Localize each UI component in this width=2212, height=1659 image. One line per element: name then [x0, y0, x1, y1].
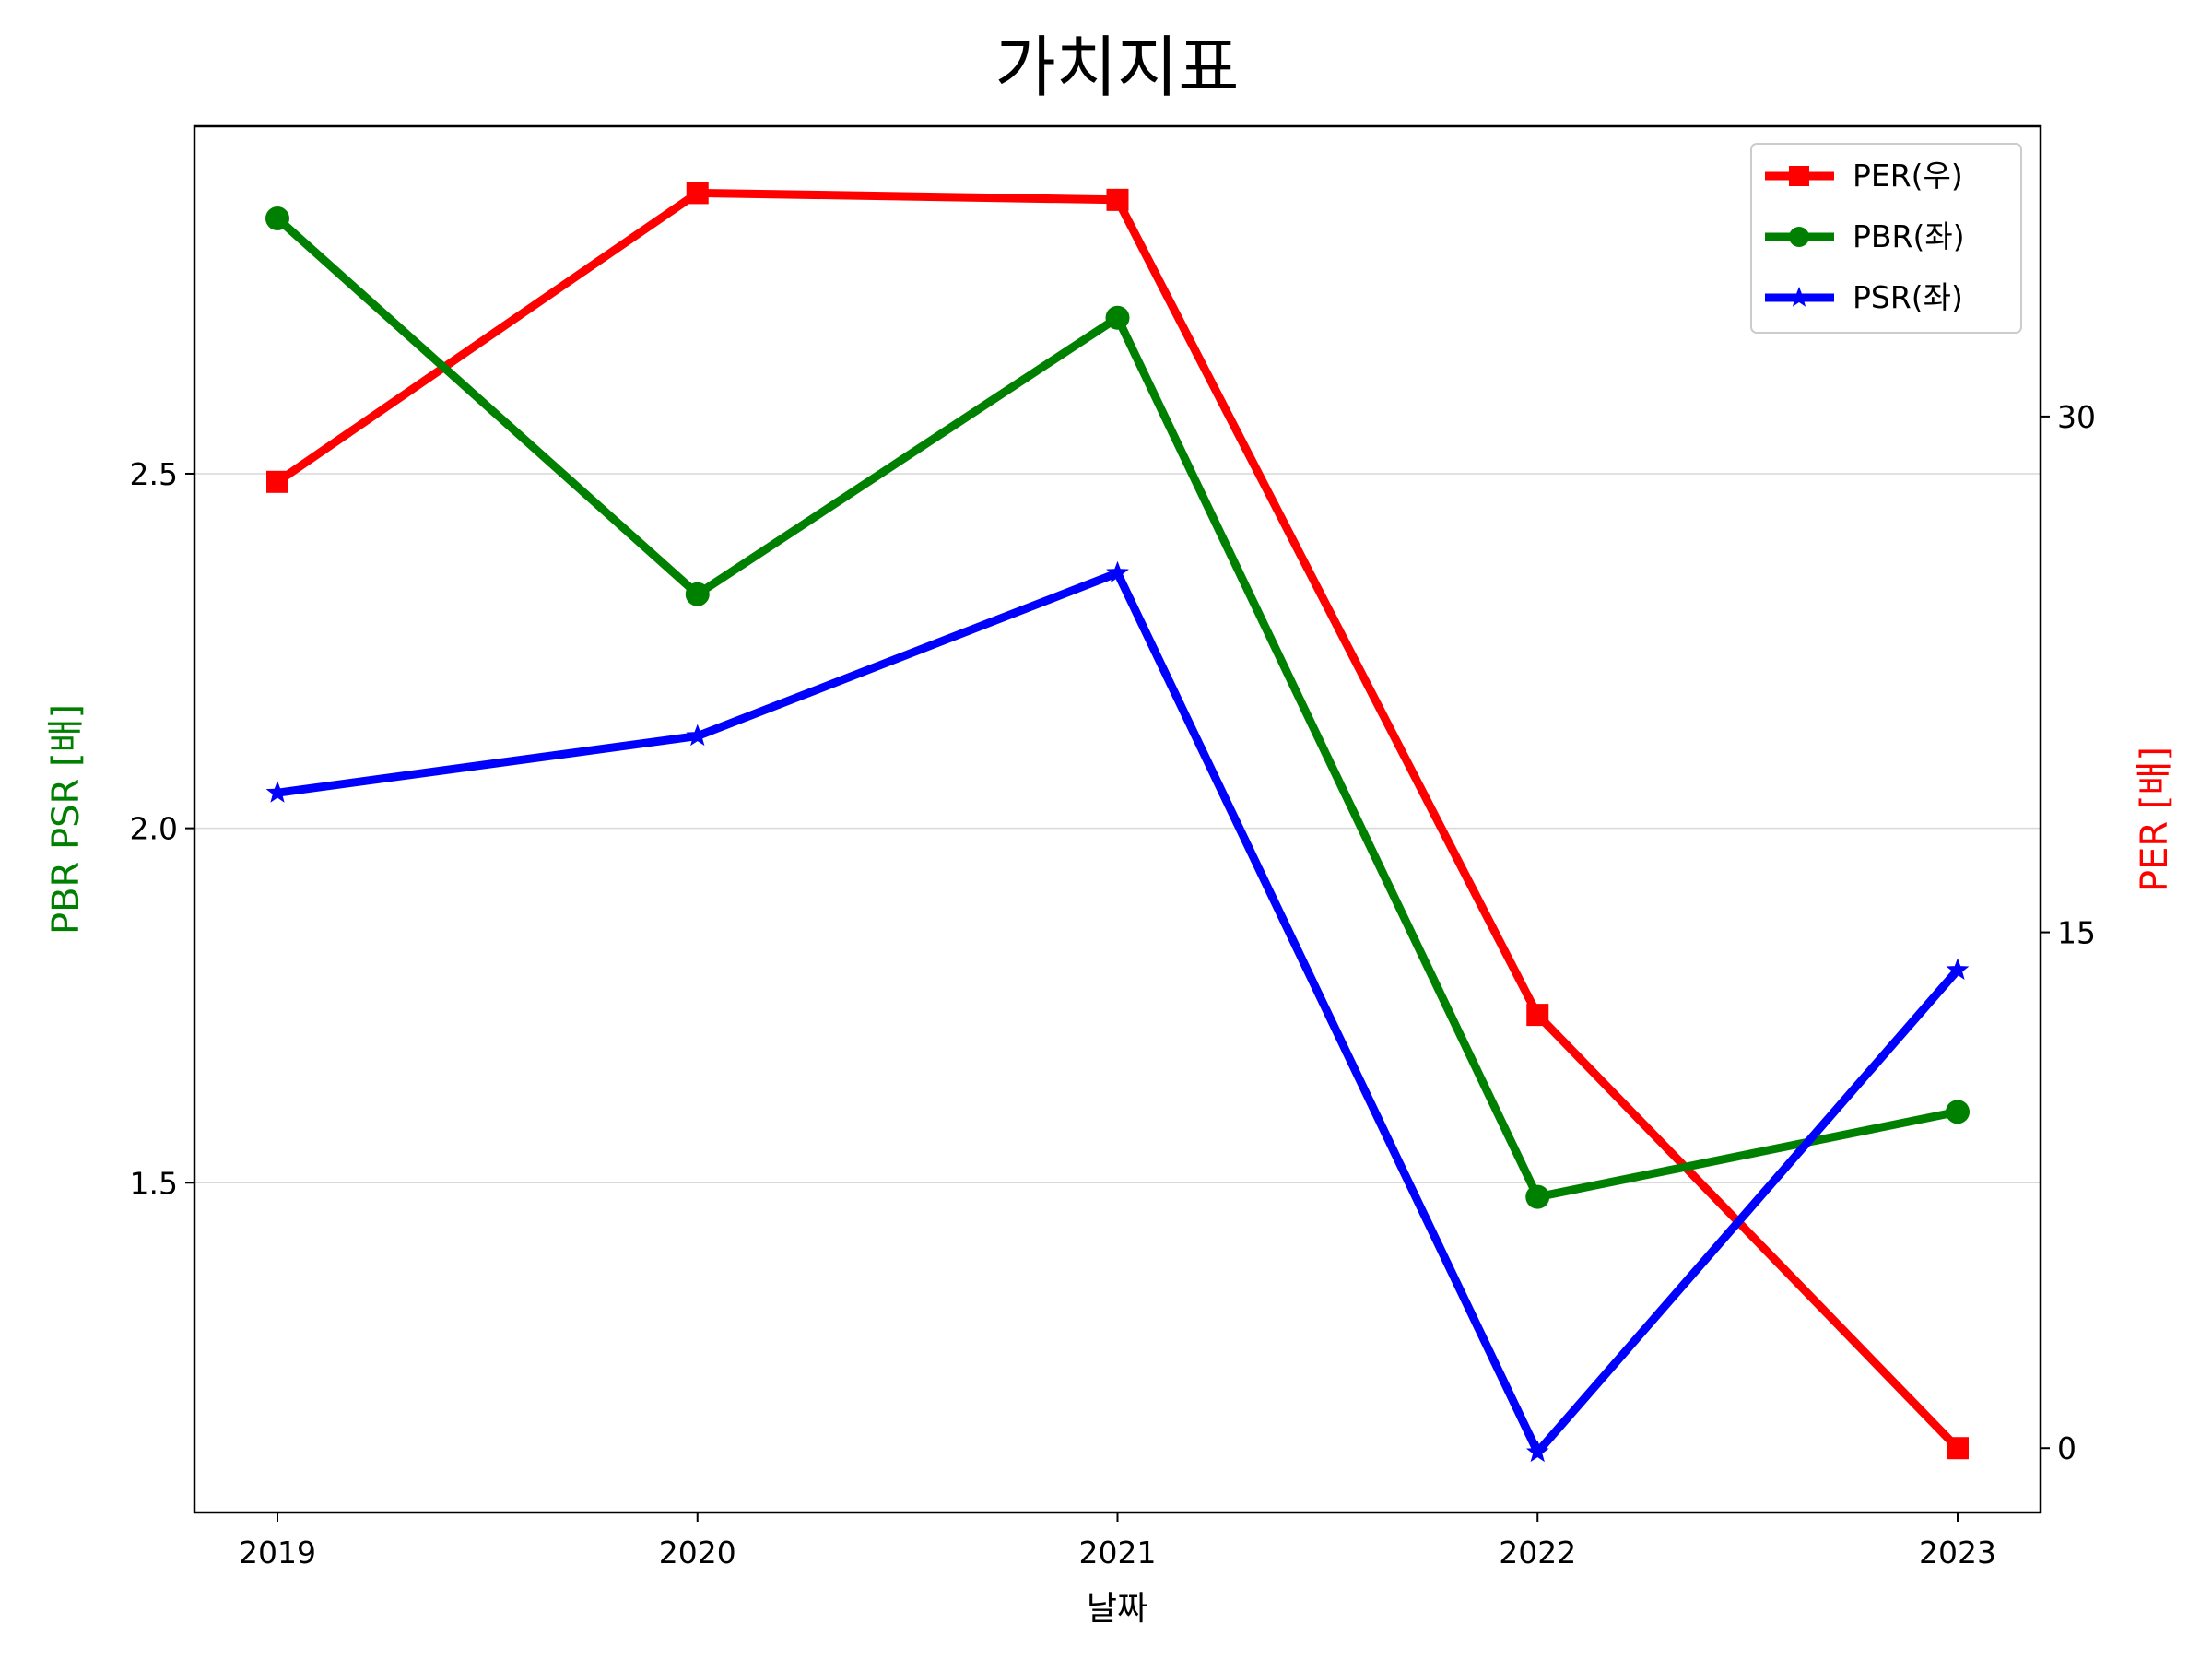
x-tick-label: 2021 — [1079, 1535, 1157, 1571]
legend-marker — [1788, 287, 1810, 307]
right-axis-label: PER [배] — [2134, 747, 2176, 892]
right-tick-label: 15 — [2057, 915, 2096, 951]
legend-label: PER(우) — [1853, 158, 1963, 194]
x-axis-label: 날짜 — [1087, 1590, 1147, 1628]
data-point — [265, 781, 289, 803]
data-point — [1946, 1100, 1970, 1124]
legend-marker — [1789, 227, 1809, 247]
data-point — [1526, 1004, 1549, 1027]
legend-item: PSR(좌) — [1765, 279, 1963, 315]
data-point — [1525, 1440, 1549, 1463]
legend-box — [1750, 143, 2022, 334]
left-axis-label: PBR PSR [배] — [45, 704, 88, 935]
data-point — [1946, 958, 1970, 980]
series-star — [265, 560, 1970, 1463]
left-axis: 1.5 2.0 2.5 — [130, 456, 194, 1201]
chart-title: 가치지표 — [995, 29, 1240, 106]
data-point — [686, 724, 710, 747]
right-tick-label: 30 — [2057, 399, 2096, 435]
data-point — [1947, 1437, 1969, 1460]
legend: PER(우) PBR(좌) PSR(좌) — [1750, 143, 2022, 334]
data-point — [266, 470, 288, 493]
x-tick-label: 2022 — [1499, 1535, 1576, 1571]
data-point — [1525, 1184, 1550, 1209]
x-tick-label: 2020 — [659, 1535, 736, 1571]
legend-item: PER(우) — [1765, 158, 1963, 194]
x-axis: 2019 2020 2021 2022 2023 — [239, 1512, 1996, 1571]
x-tick-label: 2023 — [1919, 1535, 1996, 1571]
grid-lines — [194, 473, 2041, 1184]
x-tick-label: 2019 — [239, 1535, 316, 1571]
legend-item: PBR(좌) — [1765, 218, 1965, 254]
right-tick-label: 0 — [2057, 1430, 2077, 1466]
left-tick-label: 2.5 — [130, 456, 178, 492]
left-tick-label: 2.0 — [130, 811, 178, 847]
series-circle — [265, 206, 1970, 1209]
left-tick-label: 1.5 — [130, 1165, 178, 1201]
series-square — [266, 182, 1969, 1460]
series-layer — [265, 182, 1970, 1463]
legend-label: PBR(좌) — [1853, 218, 1965, 254]
legend-marker — [1789, 166, 1809, 186]
data-point — [686, 182, 709, 205]
data-point — [1105, 305, 1130, 330]
data-point — [685, 582, 710, 606]
data-point — [1106, 188, 1129, 211]
data-point — [265, 206, 289, 231]
data-point — [1106, 560, 1129, 583]
right-axis: 0 15 30 — [2041, 399, 2096, 1466]
legend-label: PSR(좌) — [1853, 279, 1963, 315]
